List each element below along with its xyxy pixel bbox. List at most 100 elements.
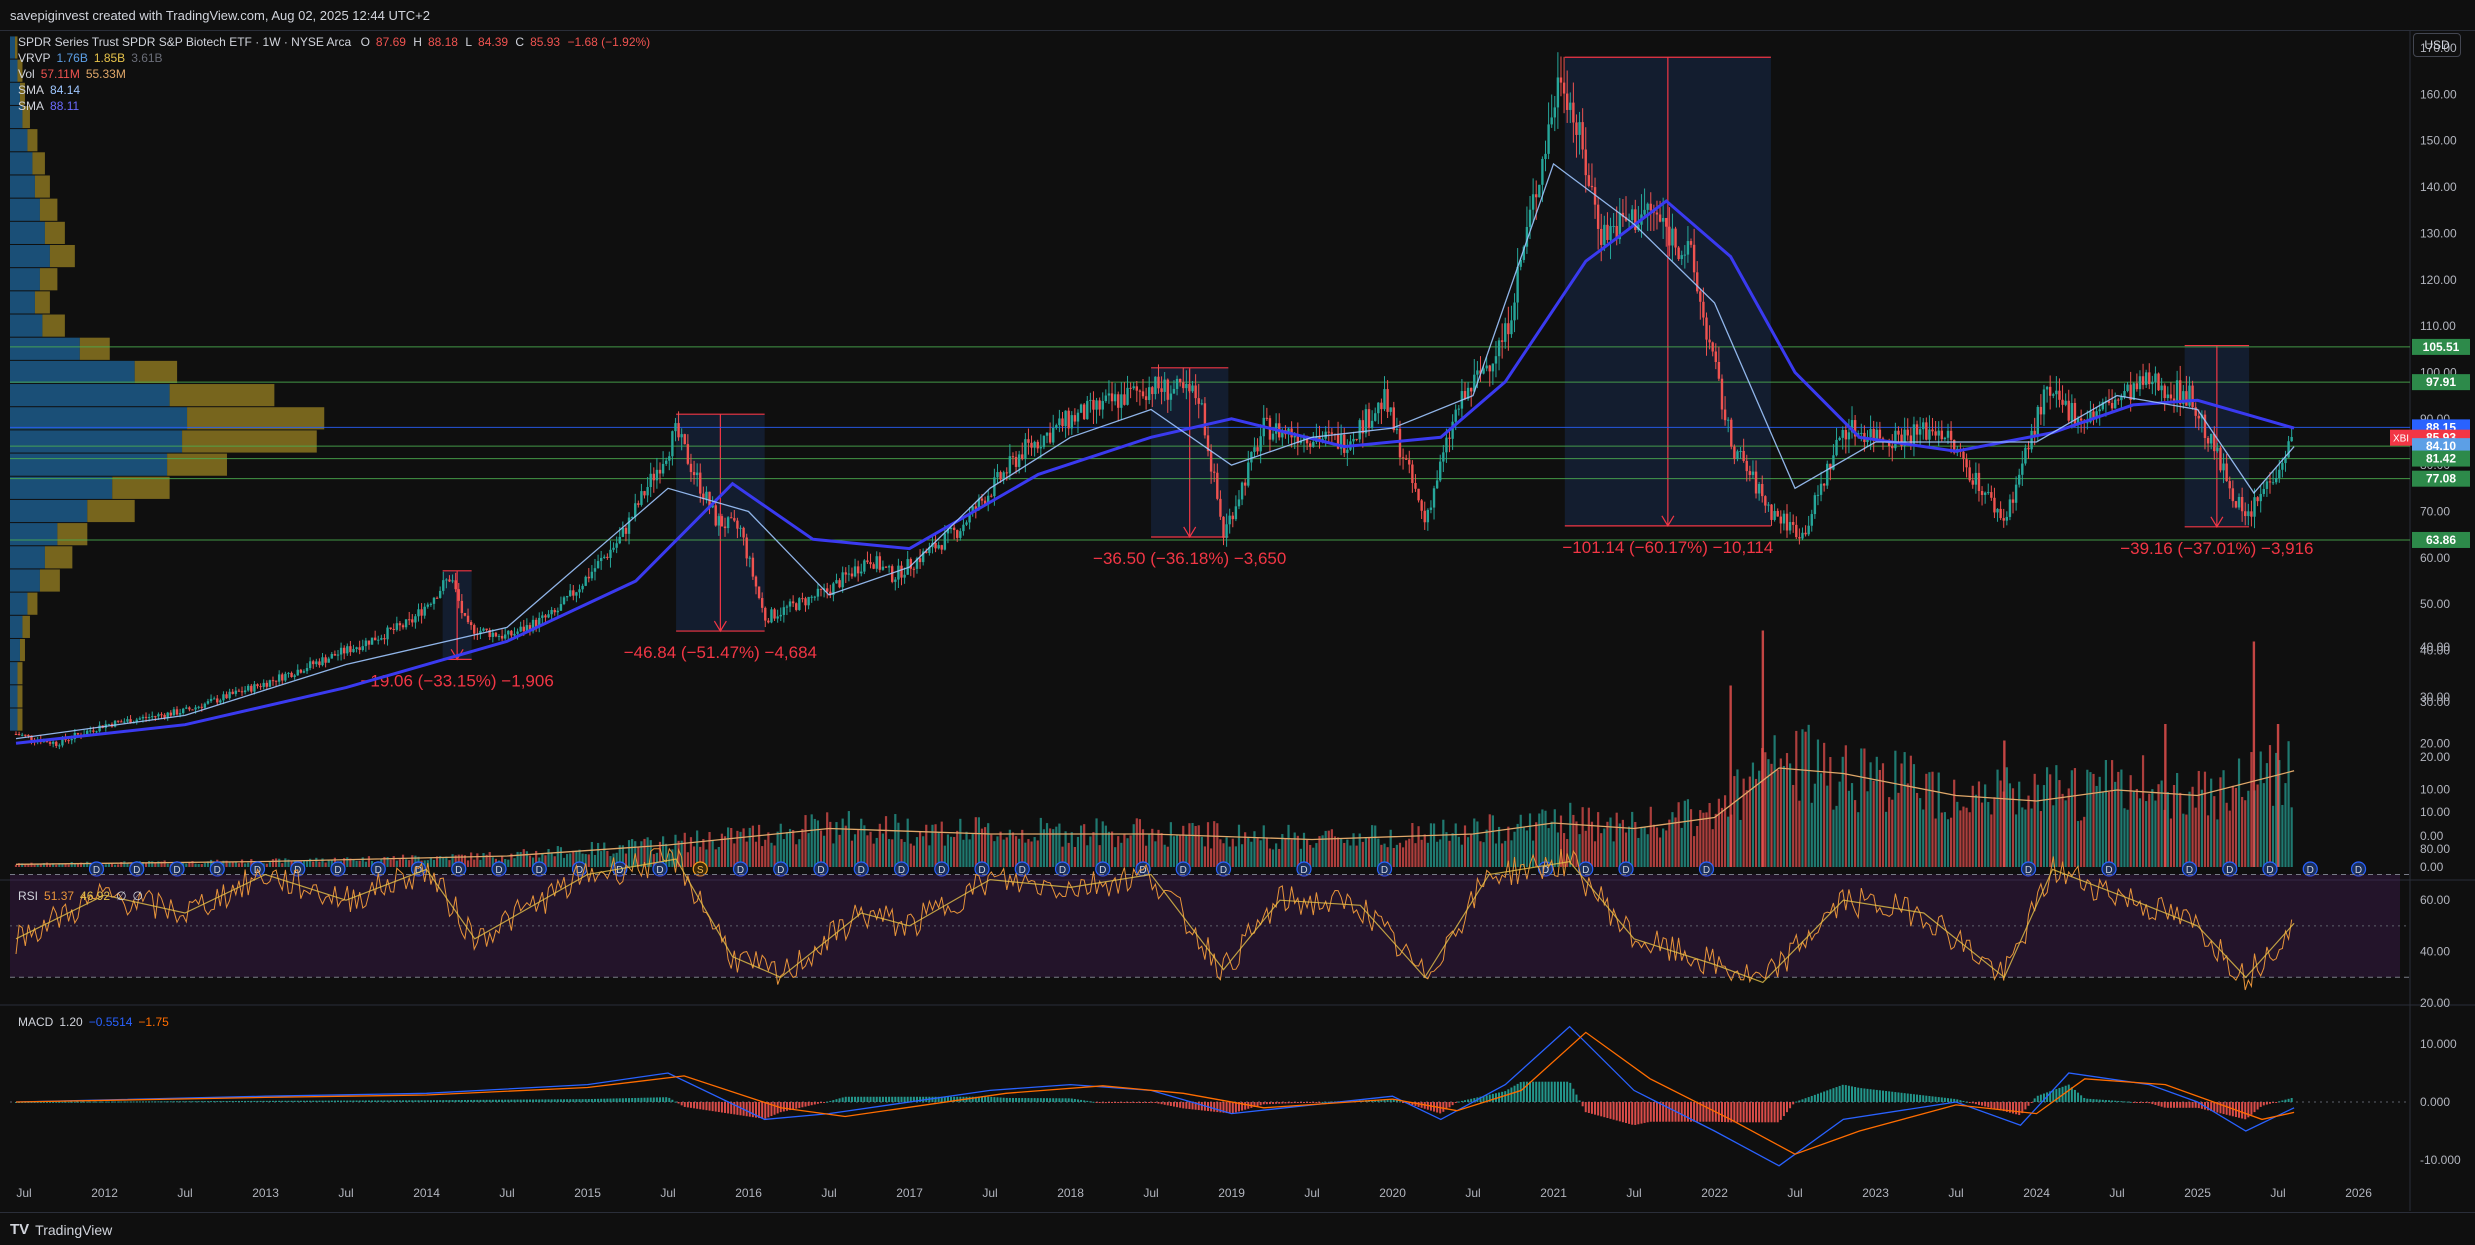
macd-histogram-bar [510, 1099, 513, 1102]
candle-body [1343, 434, 1346, 453]
volume-bar [953, 836, 956, 867]
volume-bar [720, 833, 724, 867]
legend-sma-fast[interactable]: SMA 84.14 [18, 83, 81, 97]
macd-histogram-bar [1160, 1102, 1163, 1105]
price-badge-label: 84.10 [2426, 439, 2456, 453]
volume-spike [1729, 685, 1732, 867]
macd-histogram-bar [1563, 1081, 1566, 1102]
vp-down-bar [44, 546, 73, 569]
macd-histogram-bar [612, 1098, 615, 1102]
volume-bar [346, 857, 349, 867]
candle-body [135, 719, 138, 723]
price-tick-label: 170.00 [2420, 41, 2457, 55]
volume-bar [857, 830, 860, 867]
volume-bar [1720, 807, 1724, 867]
volume-bar [779, 823, 782, 867]
chart-canvas[interactable]: −19.06 (−33.15%) −1,906−46.84 (−51.47%) … [0, 31, 2475, 1211]
macd-histogram-bar [891, 1096, 894, 1102]
macd-histogram-bar [1151, 1102, 1154, 1103]
legend-sma-slow[interactable]: SMA 88.11 [18, 99, 80, 113]
volume-bar [1919, 798, 1922, 867]
macd-histogram-bar [222, 1101, 225, 1103]
volume-bar [194, 863, 197, 867]
volume-bar [1008, 829, 1011, 867]
macd-histogram-bar [1259, 1102, 1262, 1106]
currency-button[interactable]: USD [2413, 33, 2461, 57]
candle-body [1847, 432, 1851, 440]
macd-histogram-bar [104, 1101, 107, 1103]
rsi-legend[interactable]: RSI 51.37 46.92 ∅ ∅ [18, 889, 143, 903]
candle-body [1219, 498, 1222, 517]
volume-bar [414, 855, 417, 867]
candle-body [748, 557, 751, 559]
candle-body [141, 716, 145, 719]
macd-histogram-bar [572, 1099, 575, 1102]
candle-body [1739, 450, 1742, 452]
legend-vrvp[interactable]: VRVP 1.76B 1.85B 3.61B [18, 51, 163, 65]
candle-body [1058, 418, 1061, 426]
macd-histogram-bar [1083, 1100, 1086, 1102]
volume-bar [1699, 810, 1702, 867]
macd-histogram-bar [1621, 1102, 1624, 1123]
macd-histogram-bar [977, 1096, 980, 1102]
macd-histogram-bar [467, 1099, 470, 1102]
macd-histogram-bar [1786, 1102, 1788, 1113]
candle-body [1030, 442, 1033, 448]
candle-body [2172, 398, 2176, 402]
candle-body [1182, 382, 1185, 389]
candle-body [370, 637, 374, 645]
macd-histogram-bar [1937, 1097, 1940, 1102]
time-tick-label: 2020 [1379, 1186, 1406, 1200]
header-bar: savepiginvest created with TradingView.c… [0, 0, 2475, 31]
candle-body [240, 691, 244, 693]
macd-histogram-bar [1702, 1102, 1705, 1122]
macd-histogram-bar [1042, 1098, 1045, 1102]
macd-histogram-bar [999, 1097, 1002, 1102]
macd-histogram-bar [1395, 1100, 1398, 1102]
macd-histogram-bar [1154, 1102, 1157, 1103]
candle-body [2042, 389, 2046, 415]
volume-bar [2225, 802, 2228, 867]
volume-bar [2154, 800, 2157, 867]
volume-bar [770, 842, 773, 867]
candle-body [2160, 385, 2163, 391]
macd-legend[interactable]: MACD 1.20 −0.5514 −1.75 [18, 1015, 169, 1029]
legend-volume[interactable]: Vol 57.11M 55.33M [18, 67, 126, 81]
macd-histogram-bar [1550, 1081, 1553, 1102]
macd-histogram-bar [1092, 1101, 1095, 1103]
macd-histogram-bar [210, 1101, 213, 1103]
drawdown-arrow-head [1183, 526, 1197, 539]
volume-bar [1860, 748, 1863, 867]
volume-bar [1556, 832, 1559, 867]
volume-bar [2110, 760, 2114, 867]
candle-body [798, 598, 801, 610]
macd-histogram-bar [340, 1100, 343, 1102]
volume-bar [1445, 832, 1448, 867]
candle-body [1612, 225, 1615, 227]
candle-body [928, 547, 931, 553]
volume-bar [1779, 758, 1782, 867]
volume-bar [906, 818, 909, 867]
candle-body [1810, 514, 1813, 526]
volume-bar [1547, 828, 1550, 867]
candle-body [1544, 153, 1547, 159]
candle-body [2284, 457, 2287, 464]
candle-body [48, 742, 52, 744]
volume-bar [58, 863, 61, 867]
candle-body [1364, 409, 1368, 434]
volume-bar [330, 859, 333, 867]
macd-histogram-bar [1541, 1081, 1544, 1102]
macd-histogram-bar [1659, 1102, 1662, 1122]
volume-bar [1897, 792, 1900, 867]
tradingview-logo[interactable]: TV TradingView [10, 1221, 112, 1238]
candle-body [1485, 365, 1488, 369]
vp-down-bar [187, 407, 325, 430]
volume-bar [841, 818, 844, 867]
dividend-marker-label: D [1703, 865, 1710, 876]
macd-histogram-bar [1649, 1102, 1652, 1122]
macd-histogram-bar [1194, 1102, 1197, 1110]
macd-histogram-bar [1467, 1099, 1470, 1102]
volume-bar [1776, 769, 1779, 867]
volume-bar [1711, 829, 1714, 867]
candle-body [1714, 351, 1717, 362]
